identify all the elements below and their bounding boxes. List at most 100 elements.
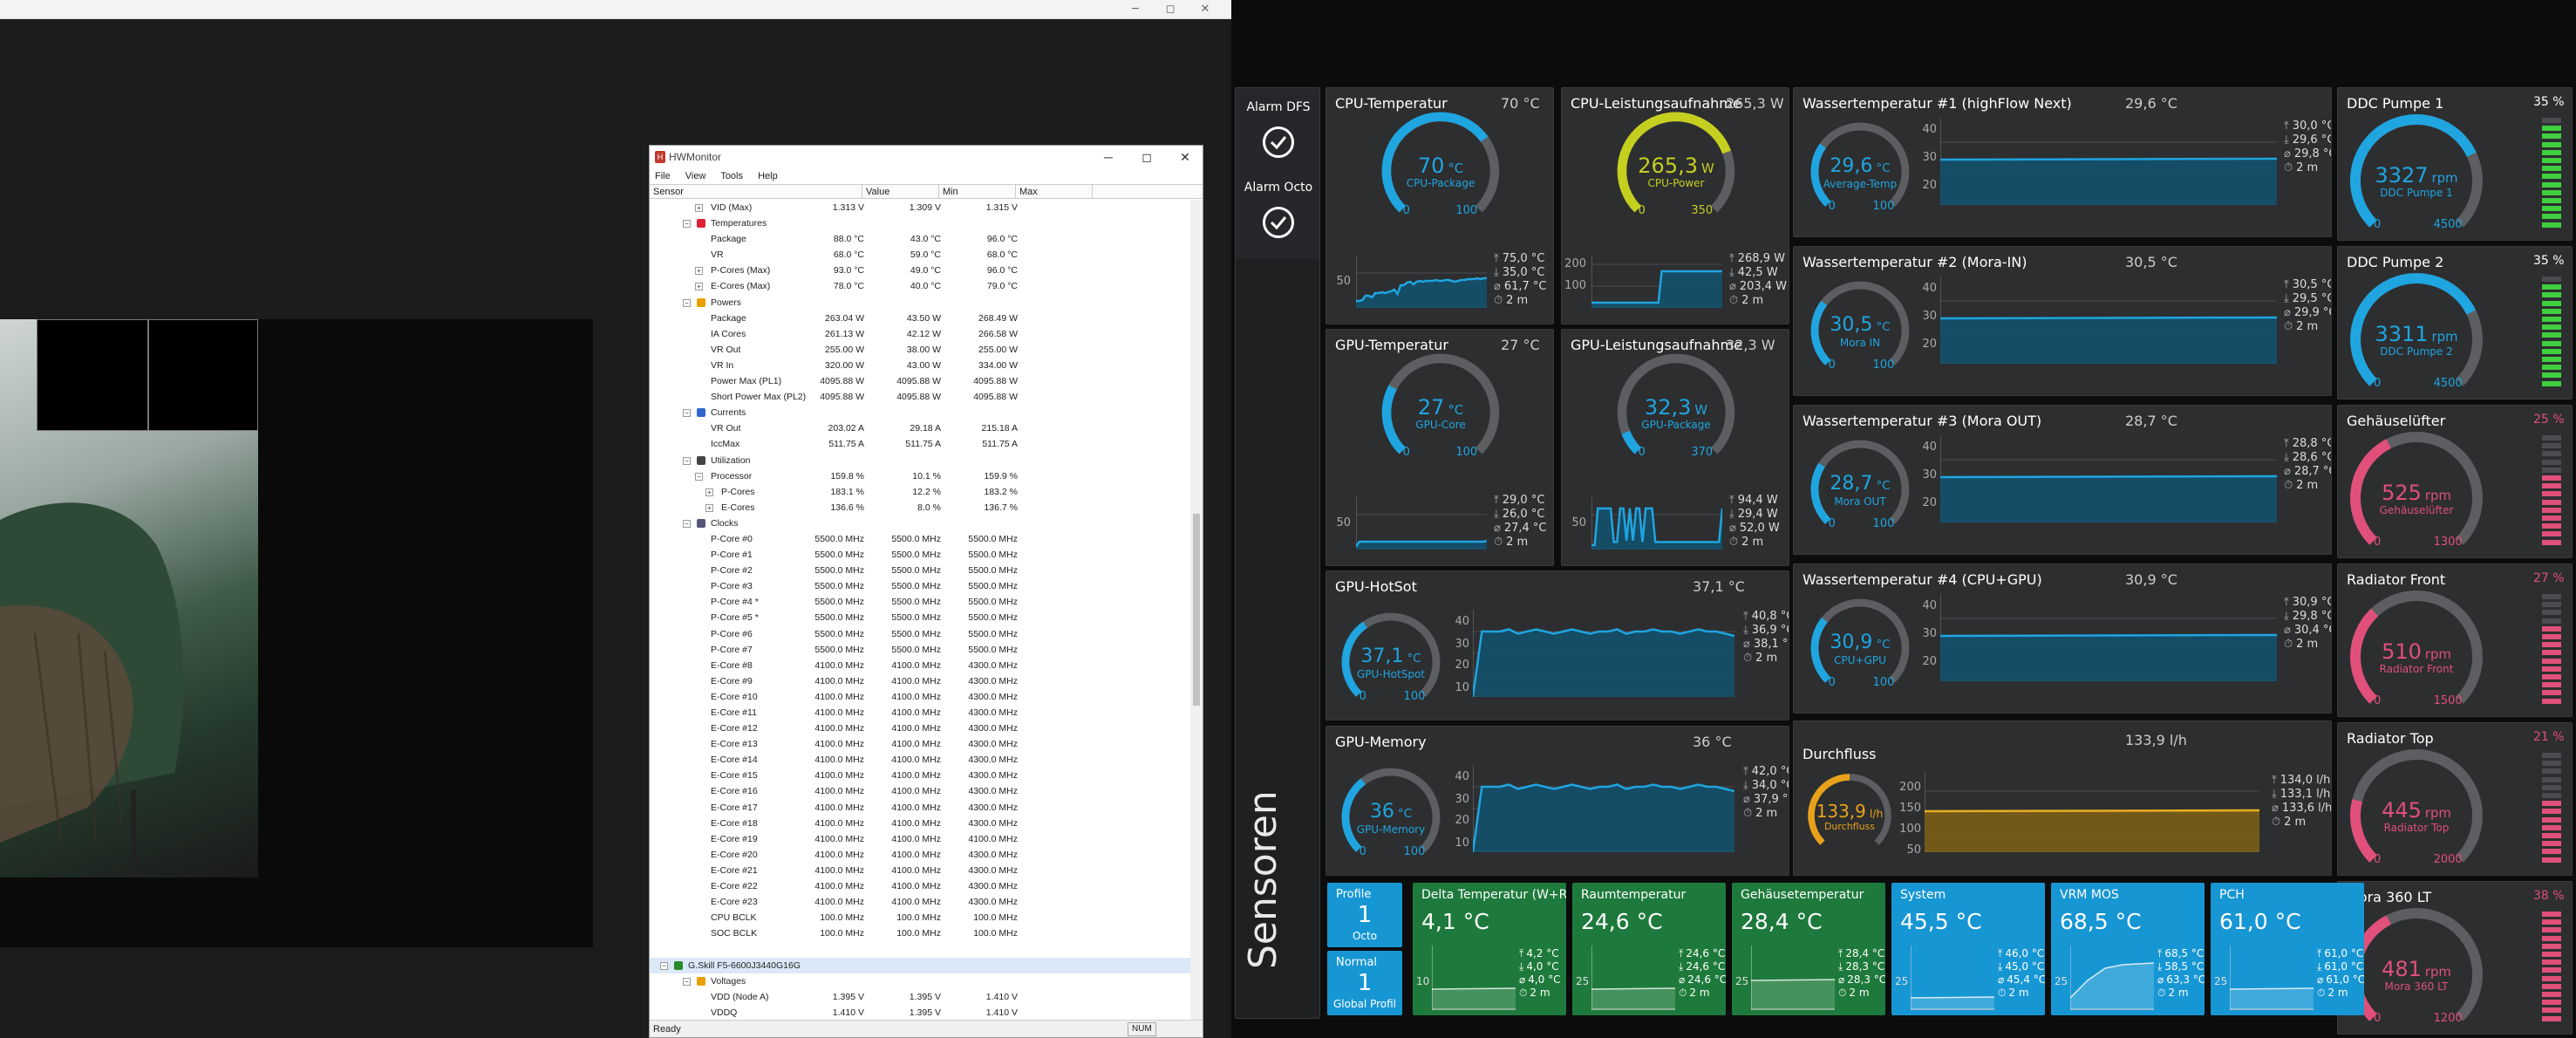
gpu-memory-panel[interactable]: GPU-Memory 36 °C 36 °C GPU-Memory 0 100 40 30 20 1…	[1325, 726, 1789, 876]
sensor-row[interactable]: P-Core #6 5500.0 MHz 5500.0 MHz 5500.0 MHz	[650, 626, 1190, 642]
sensor-row[interactable]: VDDQ 1.410 V 1.395 V 1.410 V	[650, 1005, 1190, 1020]
tree-node[interactable]: − Voltages	[650, 973, 1190, 989]
gpu-temperature-panel[interactable]: GPU-Temperatur 27 °C 27 °C GPU-Core 0 100 50 ⤒ 29…	[1325, 329, 1554, 566]
water-temp-2-panel[interactable]: Wassertemperatur #2 (Mora-IN) 30,5 °C 30,5…	[1793, 246, 2332, 396]
sensor-row[interactable]: SOC BCLK 100.0 MHz 100.0 MHz 100.0 MHz	[650, 925, 1190, 941]
tree-node[interactable]: − Temperatures	[650, 215, 1190, 231]
minimize-button[interactable]: ─	[1104, 150, 1113, 164]
tree-node[interactable]: − Currents	[650, 405, 1190, 420]
normal-profile-button[interactable]: Normal 1 Global Profil	[1327, 951, 1402, 1015]
maximize-button[interactable]: ◻	[1141, 150, 1152, 164]
sensor-row[interactable]: E-Core #21 4100.0 MHz 4100.0 MHz 4300.0 MHz	[650, 863, 1190, 878]
sensor-tile-2[interactable]: Gehäusetemperatur 28,4 °C 25 ⤒ 28,4 °C ⤓ 28,3 …	[1732, 883, 1885, 1015]
sensor-row[interactable]: E-Core #23 4100.0 MHz 4100.0 MHz 4300.0 MHz	[650, 894, 1190, 910]
collapse-icon[interactable]: −	[683, 220, 691, 229]
gpu-power-panel[interactable]: GPU-Leistungsaufnahme 32,3 W 32,3 W GPU-Pack…	[1561, 329, 1789, 566]
collapse-icon[interactable]: −	[683, 298, 691, 307]
expand-icon[interactable]: +	[695, 267, 703, 276]
sensor-row[interactable]: Package 263.04 W 43.50 W 268.49 W	[650, 311, 1190, 326]
sensor-row[interactable]: P-Core #5 * 5500.0 MHz 5500.0 MHz 5500.0 MH…	[650, 610, 1190, 625]
expand-icon[interactable]: +	[695, 283, 703, 291]
alarm-octo-check-icon[interactable]	[1263, 207, 1294, 238]
sensor-row[interactable]: VDD (Node A) 1.395 V 1.395 V 1.410 V	[650, 989, 1190, 1005]
sensor-row[interactable]: CPU BCLK 100.0 MHz 100.0 MHz 100.0 MHz	[650, 910, 1190, 925]
sensor-row[interactable]: VR Out 203.02 A 29.18 A 215.18 A	[650, 420, 1190, 436]
close-button[interactable]: ✕	[1200, 3, 1210, 16]
sensor-row[interactable]	[650, 941, 1190, 957]
tree-node[interactable]: − G.Skill F5-6600J3440G16G	[650, 957, 1190, 973]
sensor-row[interactable]: P-Core #1 5500.0 MHz 5500.0 MHz 5500.0 MHz	[650, 547, 1190, 563]
sensor-row[interactable]: E-Core #9 4100.0 MHz 4100.0 MHz 4300.0 MHz	[650, 673, 1190, 689]
close-button[interactable]: ✕	[1180, 150, 1190, 164]
fan-panel-1[interactable]: DDC Pumpe 2 35 % 3311 rpm DDC Pumpe 2 0 4500	[2337, 246, 2573, 399]
sensor-tile-5[interactable]: PCH 61,0 °C 25 ⤒ 61,0 °C ⤓ 61,0 °C ⌀ 61,0 °C ⏱ 2 m	[2211, 883, 2364, 1015]
menu-help[interactable]: Help	[758, 171, 778, 181]
column-min[interactable]: Min	[939, 185, 1016, 199]
sensor-row[interactable]: IccMax 511.75 A 511.75 A 511.75 A	[650, 436, 1190, 452]
sensor-row[interactable]: − Processor 159.8 % 10.1 % 159.9 %	[650, 468, 1190, 484]
sensor-row[interactable]: E-Core #10 4100.0 MHz 4100.0 MHz 4300.0 MHz	[650, 689, 1190, 705]
cpu-temperature-panel[interactable]: CPU-Temperatur 70 °C 70 °C CPU-Package 0 100 50…	[1325, 87, 1554, 324]
column-max[interactable]: Max	[1016, 185, 1093, 199]
sensor-tile-3[interactable]: System 45,5 °C 25 ⤒ 46,0 °C ⤓ 45,0 °C ⌀ 45,4 °C ⏱…	[1891, 883, 2045, 1015]
tree-node[interactable]: − Clocks	[650, 516, 1190, 531]
fan-panel-2[interactable]: Gehäuselüfter 25 % 525 rpm Gehäuselüfter 0 130…	[2337, 405, 2573, 558]
scrollbar-thumb[interactable]	[1193, 514, 1200, 706]
alarm-dfs-check-icon[interactable]	[1263, 126, 1294, 158]
vertical-scrollbar[interactable]	[1190, 200, 1203, 1020]
sensor-tile-4[interactable]: VRM MOS 68,5 °C 25 ⤒ 68,5 °C ⤓ 58,5 °C ⌀ 63,3 °C…	[2051, 883, 2205, 1015]
sensor-row[interactable]: E-Core #16 4100.0 MHz 4100.0 MHz 4300.0 MHz	[650, 783, 1190, 799]
sensor-row[interactable]: P-Core #7 5500.0 MHz 5500.0 MHz 5500.0 MHz	[650, 642, 1190, 658]
water-temp-1-panel[interactable]: Wassertemperatur #1 (highFlow Next) 29,6 …	[1793, 87, 2332, 237]
sensor-row[interactable]: Power Max (PL1) 4095.88 W 4095.88 W 4095.88…	[650, 373, 1190, 389]
hwmonitor-titlebar[interactable]: H HWMonitor ─ ◻ ✕	[650, 146, 1203, 168]
sensor-row[interactable]: P-Core #2 5500.0 MHz 5500.0 MHz 5500.0 MHz	[650, 563, 1190, 578]
sensor-row[interactable]: E-Core #19 4100.0 MHz 4100.0 MHz 4100.0 MHz	[650, 831, 1190, 847]
sensor-row[interactable]: + VID (Max) 1.313 V 1.309 V 1.315 V	[650, 200, 1190, 215]
flow-panel[interactable]: Durchfluss 133,9 l/h 133,9 l/h Durchfluss 200…	[1793, 720, 2332, 876]
sensor-row[interactable]: P-Core #0 5500.0 MHz 5500.0 MHz 5500.0 MHz	[650, 531, 1190, 547]
sensor-row[interactable]: Short Power Max (PL2) 4095.88 W 4095.88 W 4…	[650, 389, 1190, 405]
sensor-row[interactable]: + P-Cores 183.1 % 12.2 % 183.2 %	[650, 484, 1190, 500]
sensor-row[interactable]: E-Core #17 4100.0 MHz 4100.0 MHz 4300.0 MHz	[650, 800, 1190, 816]
column-value[interactable]: Value	[862, 185, 939, 199]
tree-node[interactable]: − Powers	[650, 295, 1190, 311]
fan-panel-3[interactable]: Radiator Front 27 % 510 rpm Radiator Front 0 1…	[2337, 563, 2573, 717]
collapse-icon[interactable]: −	[660, 961, 668, 970]
sensor-row[interactable]: E-Core #8 4100.0 MHz 4100.0 MHz 4300.0 MHz	[650, 658, 1190, 673]
expand-icon[interactable]: +	[705, 503, 713, 512]
sensor-row[interactable]: VR In 320.00 W 43.00 W 334.00 W	[650, 358, 1190, 373]
menu-view[interactable]: View	[685, 171, 706, 181]
cpu-power-panel[interactable]: CPU-Leistungsaufnahme 265,3 W 265,3 W CPU-Po…	[1561, 87, 1789, 324]
water-temp-3-panel[interactable]: Wassertemperatur #3 (Mora OUT) 28,7 °C 28,…	[1793, 405, 2332, 555]
minimize-button[interactable]: ─	[1132, 3, 1139, 16]
maximize-button[interactable]: ◻	[1165, 3, 1176, 16]
fan-panel-5[interactable]: Mora 360 LT 38 % 481 rpm Mora 360 LT 0 1200	[2337, 881, 2573, 1035]
profile-button[interactable]: Profile 1 Octo	[1327, 883, 1402, 947]
menu-tools[interactable]: Tools	[720, 171, 743, 181]
sensor-row[interactable]: E-Core #15 4100.0 MHz 4100.0 MHz 4300.0 MHz	[650, 768, 1190, 783]
sensor-row[interactable]: + P-Cores (Max) 93.0 °C 49.0 °C 96.0 °C	[650, 263, 1190, 278]
collapse-icon[interactable]: −	[683, 456, 691, 465]
sensor-row[interactable]: E-Core #14 4100.0 MHz 4100.0 MHz 4300.0 MHz	[650, 752, 1190, 768]
collapse-icon[interactable]: −	[683, 977, 691, 986]
fan-panel-0[interactable]: DDC Pumpe 1 35 % 3327 rpm DDC Pumpe 1 0 4500	[2337, 87, 2573, 241]
collapse-icon[interactable]: −	[683, 519, 691, 528]
sensor-row[interactable]: + E-Cores (Max) 78.0 °C 40.0 °C 79.0 °C	[650, 278, 1190, 294]
column-sensor[interactable]: Sensor	[650, 185, 862, 199]
sensor-row[interactable]: IA Cores 261.13 W 42.12 W 266.58 W	[650, 326, 1190, 342]
sensor-row[interactable]: VR 68.0 °C 59.0 °C 68.0 °C	[650, 247, 1190, 263]
sensor-row[interactable]: P-Core #4 * 5500.0 MHz 5500.0 MHz 5500.0 MH…	[650, 594, 1190, 610]
sensor-row[interactable]: Package 88.0 °C 43.0 °C 96.0 °C	[650, 231, 1190, 247]
sensor-tile-1[interactable]: Raumtemperatur 24,6 °C 25 ⤒ 24,6 °C ⤓ 24,6 °C ⌀…	[1572, 883, 1726, 1015]
sensor-row[interactable]: E-Core #20 4100.0 MHz 4100.0 MHz 4300.0 MHz	[650, 847, 1190, 863]
sensor-row[interactable]: VR Out 255.00 W 38.00 W 255.00 W	[650, 342, 1190, 358]
sensor-row[interactable]: + E-Cores 136.6 % 8.0 % 136.7 %	[650, 500, 1190, 516]
sensor-row[interactable]: E-Core #13 4100.0 MHz 4100.0 MHz 4300.0 MHz	[650, 736, 1190, 752]
menu-file[interactable]: File	[655, 171, 671, 181]
gpu-hotspot-panel[interactable]: GPU-HotSot 37,1 °C 37,1 °C GPU-HotSpot 0 100 40…	[1325, 570, 1789, 720]
sensor-tile-0[interactable]: Delta Temperatur (W+R) 4,1 °C 10 ⤒ 4,2 °C ⤓ 4,…	[1413, 883, 1566, 1015]
expand-icon[interactable]: +	[705, 488, 713, 496]
sensor-row[interactable]: E-Core #12 4100.0 MHz 4100.0 MHz 4300.0 MHz	[650, 720, 1190, 736]
expand-icon[interactable]: +	[695, 204, 703, 212]
